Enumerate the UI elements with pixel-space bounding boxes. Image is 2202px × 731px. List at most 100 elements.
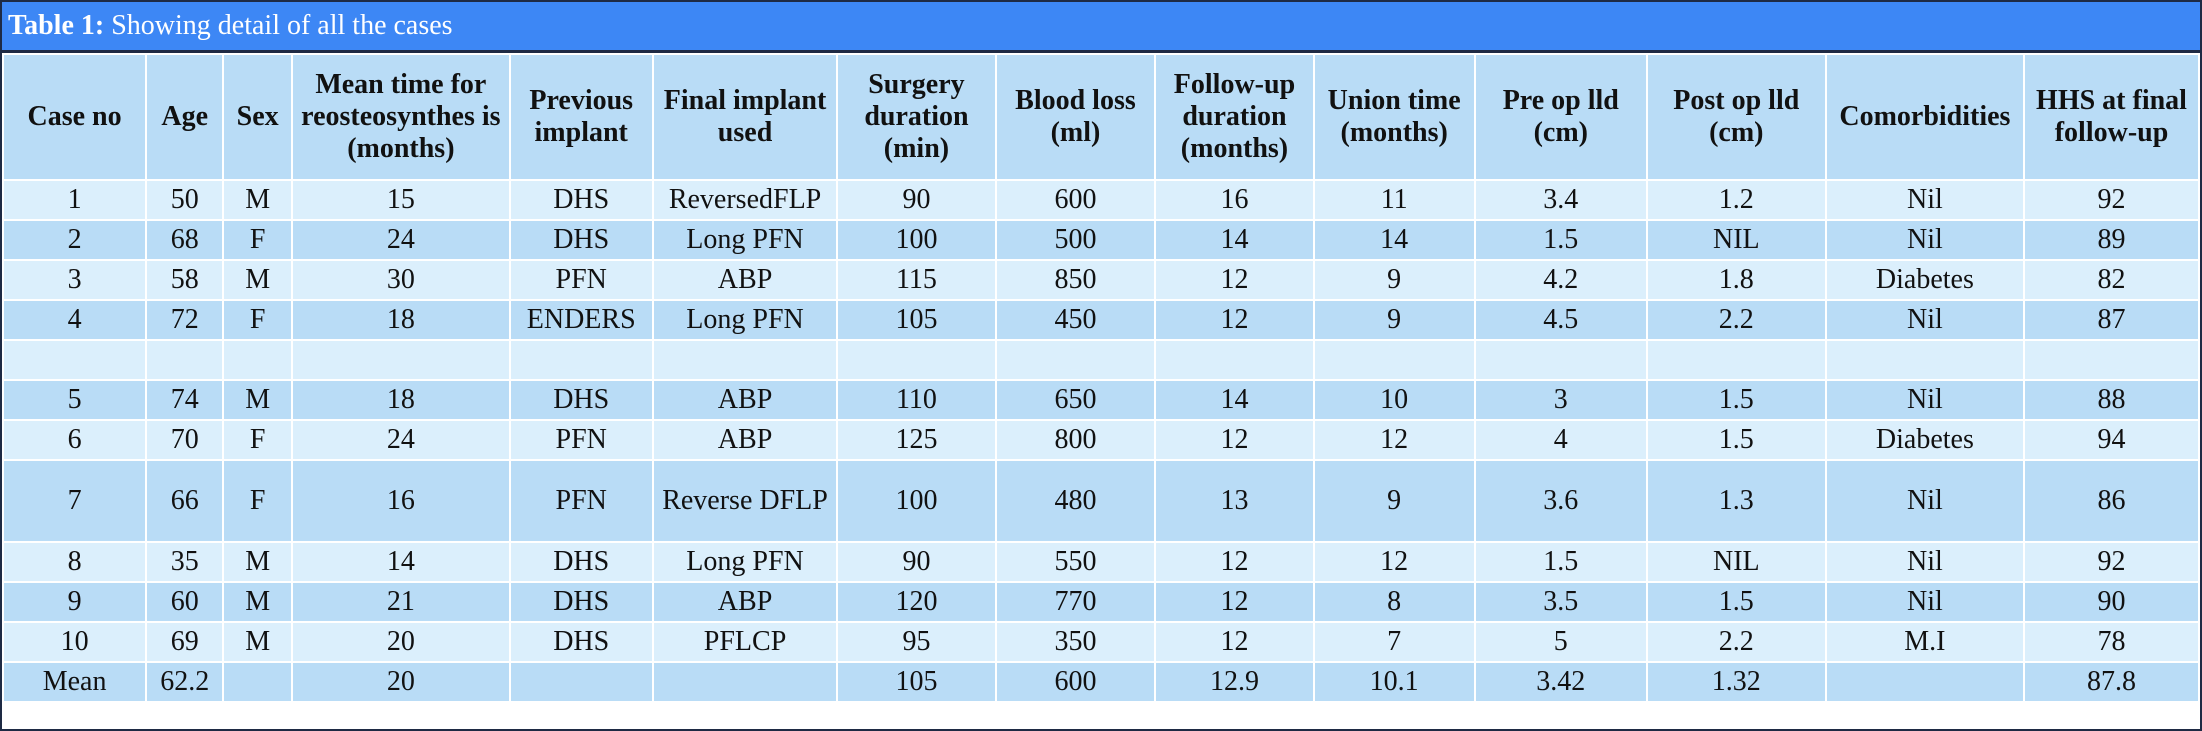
cell-comorbidities (1824, 339, 2026, 381)
cell-post-op-lld: 1.5 (1645, 581, 1827, 623)
cell-hhs (2023, 339, 2200, 381)
cell-final-implant (651, 339, 839, 381)
table-caption: Table 1: Showing detail of all the cases (2, 2, 2200, 53)
cell-case-no: 8 (1, 541, 148, 583)
cell-previous-implant: DHS (508, 621, 654, 663)
cell-comorbidities: Nil (1824, 219, 2026, 261)
table-row: 8 35 M 14 DHS Long PFN 90 550 12 12 1.5 NIL Nil 92 (1, 541, 2200, 583)
cell-previous-implant (508, 339, 654, 381)
cell-surgery-duration: 110 (836, 379, 997, 421)
cell-sex: M (222, 541, 294, 583)
cell-sex: F (222, 219, 294, 261)
cell-post-op-lld: 1.5 (1645, 379, 1827, 421)
header-post-op-lld: Post op lld (cm) (1645, 53, 1827, 181)
cell-pre-op-lld: 5 (1473, 621, 1648, 663)
cell-age (145, 339, 225, 381)
cell-union-time: 10 (1312, 379, 1476, 421)
mean-cell-follow-up: 12.9 (1154, 661, 1315, 703)
cell-age: 50 (145, 179, 225, 221)
cell-follow-up: 12 (1154, 419, 1315, 461)
cell-sex (222, 339, 294, 381)
mean-cell-sex (222, 661, 294, 703)
table-row: 3 58 M 30 PFN ABP 115 850 12 9 4.2 1.8 Diabetes 82 (1, 259, 2200, 301)
cell-blood-loss: 850 (994, 259, 1157, 301)
cell-final-implant: Reverse DFLP (651, 459, 839, 543)
cell-mean-time: 18 (291, 379, 511, 421)
table-row (1, 339, 2200, 381)
mean-cell-age: 62.2 (145, 661, 225, 703)
cell-pre-op-lld: 4 (1473, 419, 1648, 461)
cell-age: 68 (145, 219, 225, 261)
header-sex: Sex (222, 53, 294, 181)
table-caption-text: Showing detail of all the cases (104, 10, 453, 41)
table-row: 10 69 M 20 DHS PFLCP 95 350 12 7 5 2.2 M.I 78 (1, 621, 2200, 663)
mean-cell-mean-time: 20 (291, 661, 511, 703)
cell-follow-up: 12 (1154, 621, 1315, 663)
cell-sex: F (222, 419, 294, 461)
cell-blood-loss: 500 (994, 219, 1157, 261)
cell-case-no: 5 (1, 379, 148, 421)
mean-cell-comorbidities (1824, 661, 2026, 703)
cell-pre-op-lld: 3.5 (1473, 581, 1648, 623)
cell-sex: M (222, 179, 294, 221)
cell-final-implant: Long PFN (651, 541, 839, 583)
cell-case-no (1, 339, 148, 381)
cell-blood-loss: 350 (994, 621, 1157, 663)
cell-final-implant: Long PFN (651, 219, 839, 261)
cell-surgery-duration: 105 (836, 299, 997, 341)
cell-sex: F (222, 299, 294, 341)
cell-blood-loss: 600 (994, 179, 1157, 221)
cell-case-no: 3 (1, 259, 148, 301)
cell-post-op-lld: 1.2 (1645, 179, 1827, 221)
cell-follow-up: 14 (1154, 219, 1315, 261)
cell-pre-op-lld (1473, 339, 1648, 381)
cell-post-op-lld: NIL (1645, 541, 1827, 583)
cell-union-time (1312, 339, 1476, 381)
cell-final-implant: ABP (651, 259, 839, 301)
cell-mean-time: 21 (291, 581, 511, 623)
cell-comorbidities: Nil (1824, 541, 2026, 583)
cell-mean-time: 15 (291, 179, 511, 221)
cell-hhs: 87 (2023, 299, 2200, 341)
cell-case-no: 7 (1, 459, 148, 543)
table-row: 4 72 F 18 ENDERS Long PFN 105 450 12 9 4.5 2.2 Nil 87 (1, 299, 2200, 341)
cases-table: Case no Age Sex Mean time for reosteosyn… (1, 53, 2200, 703)
cell-mean-time: 16 (291, 459, 511, 543)
cell-follow-up: 14 (1154, 379, 1315, 421)
cell-pre-op-lld: 4.5 (1473, 299, 1648, 341)
cell-age: 72 (145, 299, 225, 341)
cell-blood-loss: 480 (994, 459, 1157, 543)
cell-previous-implant: PFN (508, 459, 654, 543)
cell-hhs: 92 (2023, 179, 2200, 221)
mean-row: Mean 62.2 20 105 600 12.9 10.1 3.42 1.32 87.8 (1, 661, 2200, 703)
cell-surgery-duration: 125 (836, 419, 997, 461)
cell-blood-loss: 550 (994, 541, 1157, 583)
cell-follow-up: 12 (1154, 299, 1315, 341)
cell-age: 35 (145, 541, 225, 583)
cell-union-time: 11 (1312, 179, 1476, 221)
cell-union-time: 8 (1312, 581, 1476, 623)
cell-post-op-lld: NIL (1645, 219, 1827, 261)
cell-previous-implant: PFN (508, 419, 654, 461)
cell-final-implant: ReversedFLP (651, 179, 839, 221)
cell-age: 74 (145, 379, 225, 421)
cell-surgery-duration: 90 (836, 541, 997, 583)
header-mean-time: Mean time for reosteosynthes is (months) (291, 53, 511, 181)
cell-mean-time: 24 (291, 419, 511, 461)
cell-post-op-lld (1645, 339, 1827, 381)
cell-final-implant: Long PFN (651, 299, 839, 341)
mean-cell-surgery-duration: 105 (836, 661, 997, 703)
cell-comorbidities: M.I (1824, 621, 2026, 663)
cell-hhs: 90 (2023, 581, 2200, 623)
mean-cell-previous-implant (508, 661, 654, 703)
cell-union-time: 9 (1312, 259, 1476, 301)
cell-surgery-duration: 90 (836, 179, 997, 221)
cell-comorbidities: Diabetes (1824, 419, 2026, 461)
cell-hhs: 92 (2023, 541, 2200, 583)
cell-surgery-duration: 100 (836, 219, 997, 261)
cell-previous-implant: DHS (508, 581, 654, 623)
cell-mean-time: 14 (291, 541, 511, 583)
mean-cell-union-time: 10.1 (1312, 661, 1476, 703)
cell-hhs: 78 (2023, 621, 2200, 663)
cell-surgery-duration: 95 (836, 621, 997, 663)
